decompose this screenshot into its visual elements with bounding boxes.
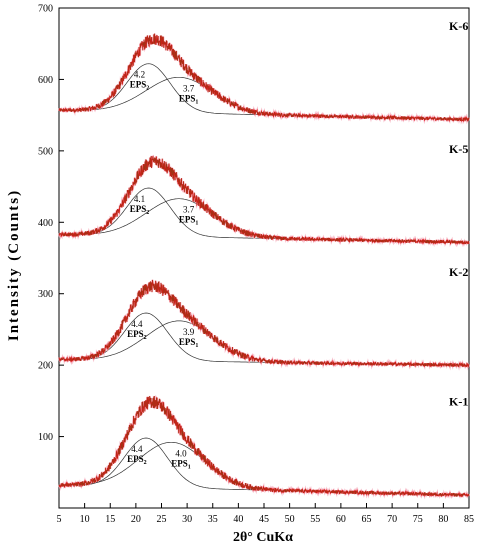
x-tick-label: 80 xyxy=(438,514,448,525)
x-tick-label: 10 xyxy=(80,514,90,525)
sample-label: K-5 xyxy=(449,142,468,156)
data-series-K-5 xyxy=(58,154,471,248)
d-spacing-label: 3.7 xyxy=(183,205,195,215)
x-tick-label: 35 xyxy=(208,514,218,525)
data-trace xyxy=(58,33,470,122)
y-axis: 100 200 300 400 500 600 700 xyxy=(38,4,64,443)
phase-subscript: 2 xyxy=(146,86,149,92)
x-tick-label: 75 xyxy=(413,514,423,525)
x-tick-label: 50 xyxy=(285,514,295,525)
data-halo xyxy=(58,154,471,248)
phase-label: EPS2 xyxy=(127,454,147,466)
x-tick-label: 45 xyxy=(259,514,269,525)
phase-subscript: 1 xyxy=(195,221,198,227)
phase-subscript: 2 xyxy=(144,335,147,341)
phase-label: EPS1 xyxy=(179,337,199,349)
sample-label: K-6 xyxy=(449,19,468,33)
y-tick-label: 700 xyxy=(38,4,53,15)
x-tick-label: 70 xyxy=(387,514,397,525)
phase-label: EPS1 xyxy=(171,458,191,470)
phase-subscript: 1 xyxy=(195,99,198,105)
y-tick-label: 400 xyxy=(38,218,53,229)
x-tick-label: 55 xyxy=(310,514,320,525)
y-tick-label: 100 xyxy=(38,432,53,443)
phase-subscript: 2 xyxy=(146,210,149,216)
phase-label: EPS2 xyxy=(130,80,150,92)
series-K-2 xyxy=(59,312,469,366)
fit-curves xyxy=(58,63,469,496)
x-tick-label: 85 xyxy=(464,514,474,525)
x-tick-label: 60 xyxy=(336,514,346,525)
phase-label: EPS1 xyxy=(179,215,199,227)
x-tick-label: 25 xyxy=(157,514,167,525)
y-tick-label: 300 xyxy=(38,289,53,300)
y-tick-label: 200 xyxy=(38,361,53,372)
phase-label: EPS2 xyxy=(127,329,147,341)
data-trace xyxy=(58,395,470,497)
data-curves xyxy=(57,33,471,500)
x-tick-label: 15 xyxy=(105,514,115,525)
data-halo xyxy=(57,279,471,371)
d-spacing-label: 4.1 xyxy=(134,194,145,204)
x-tick-label: 65 xyxy=(362,514,372,525)
data-trace xyxy=(58,155,470,245)
phase-label: EPS1 xyxy=(179,93,199,105)
x-tick-label: 20 xyxy=(131,514,141,525)
d-spacing-label: 3.9 xyxy=(183,327,195,337)
data-series-K-2 xyxy=(57,279,471,371)
phase-subscript: 2 xyxy=(144,460,147,466)
data-line xyxy=(58,155,470,245)
data-series-K-1 xyxy=(58,394,471,500)
sample-label: K-2 xyxy=(449,265,468,279)
fit-curve-EPS2 xyxy=(59,312,469,366)
d-spacing-label: 3.7 xyxy=(183,83,195,93)
phase-subscript: 1 xyxy=(195,343,198,349)
x-tick-label: 40 xyxy=(233,514,243,525)
data-halo xyxy=(57,33,471,125)
data-line xyxy=(58,279,470,369)
d-spacing-label: 4.2 xyxy=(134,70,145,80)
x-axis: 5 10 15 20 25 30 35 40 45 50 55 60 65 70 75 80 85 xyxy=(57,503,474,525)
y-tick-label: 600 xyxy=(38,75,53,86)
d-spacing-label: 4.4 xyxy=(131,444,143,454)
sample-label: K-1 xyxy=(449,395,468,409)
x-tick-label: 30 xyxy=(182,514,192,525)
phase-subscript: 1 xyxy=(188,464,191,470)
y-axis-title: Intensity (Counts) xyxy=(6,189,22,341)
data-trace xyxy=(58,279,470,368)
y-tick-label: 500 xyxy=(38,146,53,157)
x-axis-title: 2θ° CuKα xyxy=(233,530,293,545)
x-tick-label: 5 xyxy=(57,514,62,525)
d-spacing-label: 4.0 xyxy=(175,448,187,458)
d-spacing-label: 4.4 xyxy=(131,319,143,329)
phase-label: EPS2 xyxy=(130,204,150,216)
data-series-K-6 xyxy=(57,33,471,125)
